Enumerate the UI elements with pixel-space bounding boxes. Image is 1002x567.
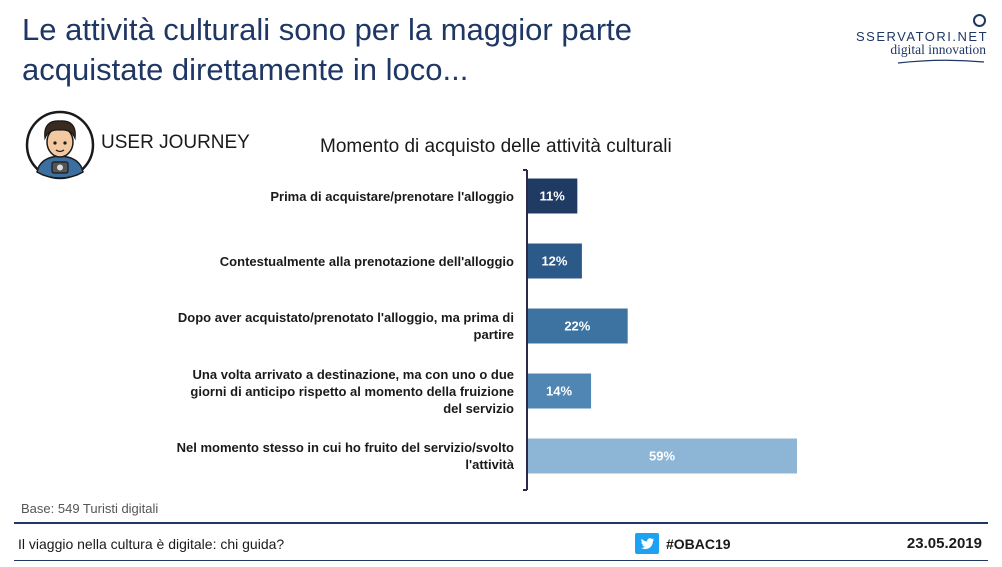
page-title: Le attività culturali sono per la maggio… bbox=[22, 12, 632, 87]
bar-1 bbox=[527, 178, 578, 214]
osservatori-logo[interactable]: SSERVATORI.NET digital innovation bbox=[856, 14, 987, 65]
user-avatar-icon bbox=[25, 110, 95, 180]
data-label-1: 11% bbox=[540, 189, 566, 204]
logo-line1: SSERVATORI.NET bbox=[856, 14, 987, 44]
bar-3 bbox=[527, 308, 628, 344]
chart-title: Momento di acquisto delle attività cultu… bbox=[320, 136, 672, 157]
category-label-4: Una volta arrivato a destinazione, ma co… bbox=[190, 366, 514, 416]
base-note: Base: 549 Turisti digitali bbox=[21, 501, 159, 516]
data-label-4: 14% bbox=[546, 384, 572, 399]
section-label: USER JOURNEY bbox=[101, 132, 250, 153]
footer-divider-top bbox=[14, 522, 988, 524]
data-label-5: 59% bbox=[649, 449, 675, 464]
logo-line2: digital innovation bbox=[890, 42, 986, 57]
footer-caption: Il viaggio nella cultura è digitale: chi… bbox=[18, 536, 285, 552]
bar-4 bbox=[527, 373, 592, 409]
footer: Il viaggio nella cultura è digitale: chi… bbox=[0, 520, 1002, 567]
logo-swoosh-icon bbox=[897, 59, 985, 64]
footer-date: 23.05.2019 bbox=[906, 535, 982, 552]
category-label-1: Prima di acquistare/prenotare l'alloggio bbox=[270, 188, 514, 204]
category-label-2: Contestualmente alla prenotazione dell'a… bbox=[219, 253, 514, 269]
bar-2 bbox=[527, 243, 582, 279]
bar-5 bbox=[527, 438, 797, 474]
data-label-3: 22% bbox=[564, 319, 590, 334]
category-label-5: Nel momento stesso in cui ho fruito del … bbox=[176, 440, 514, 472]
footer-divider-bottom bbox=[14, 560, 988, 561]
data-label-2: 12% bbox=[541, 254, 567, 269]
twitter-icon[interactable] bbox=[635, 533, 659, 554]
category-label-3: Dopo aver acquistato/prenotato l'alloggi… bbox=[177, 310, 514, 342]
hashtag[interactable]: #OBAC19 bbox=[666, 536, 731, 552]
